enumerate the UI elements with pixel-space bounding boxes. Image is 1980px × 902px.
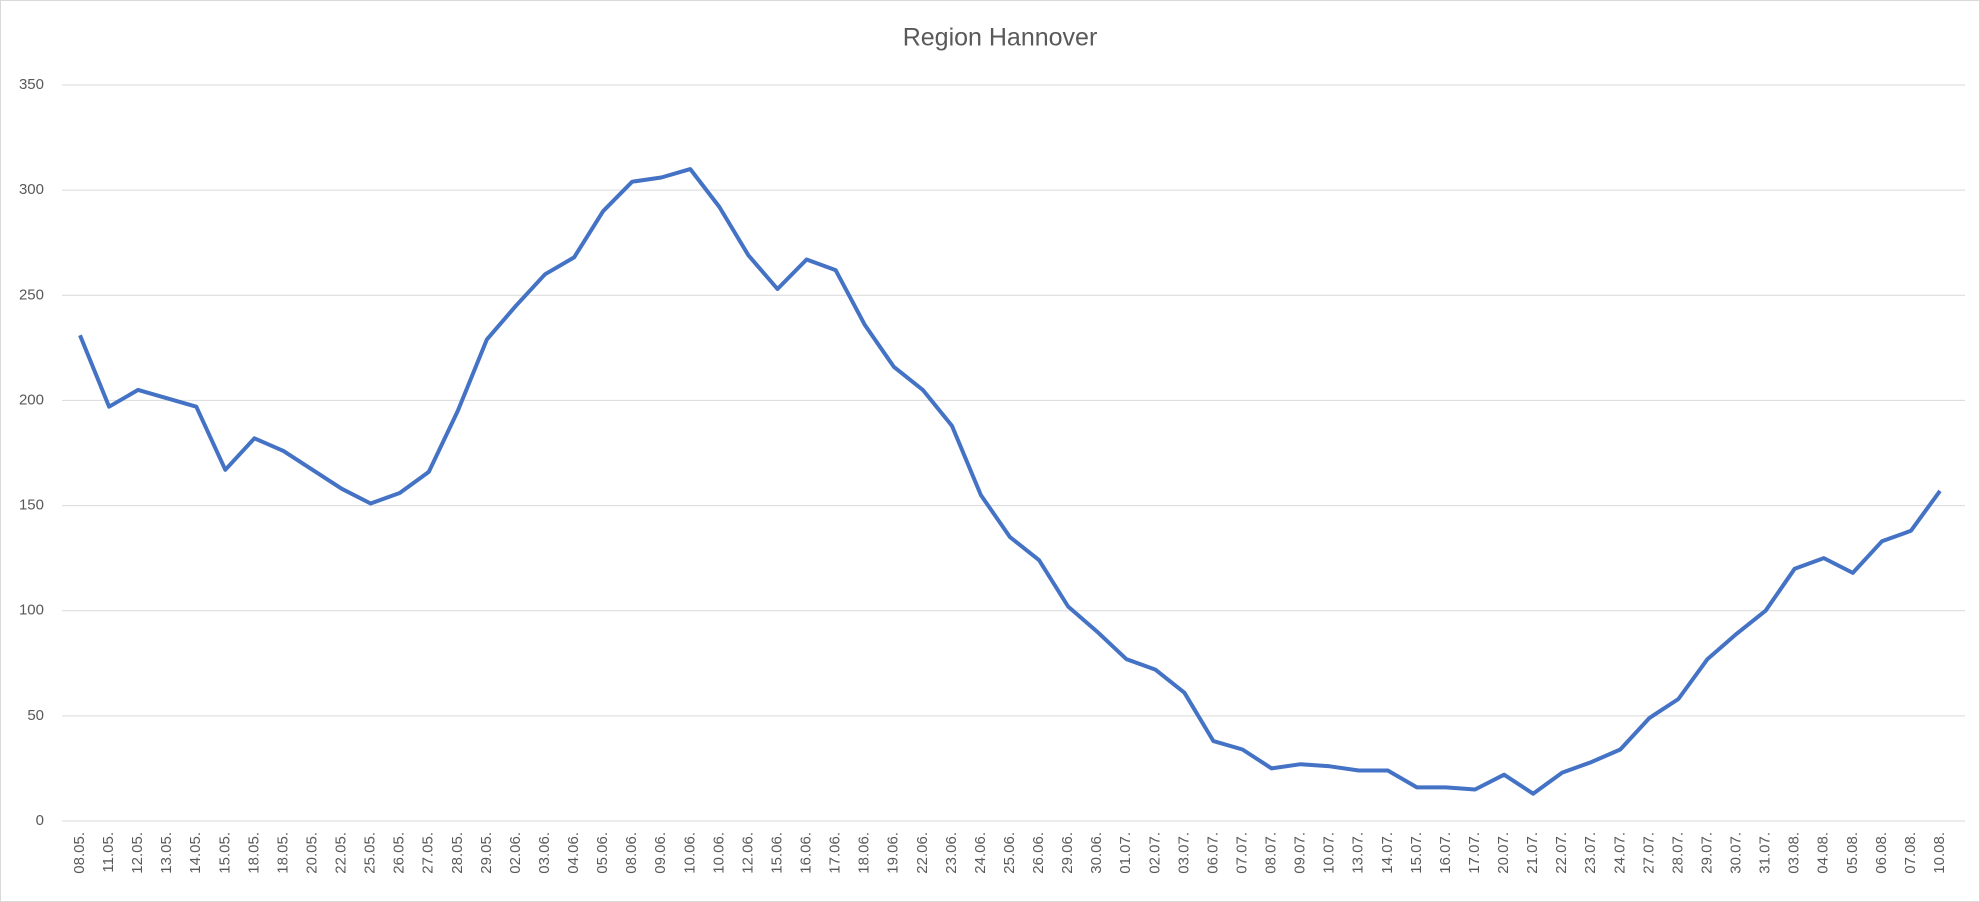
x-tick-label: 27.05. <box>420 832 437 874</box>
x-tick-label: 08.05. <box>71 832 88 874</box>
x-tick-label: 09.06. <box>652 832 669 874</box>
x-tick-label: 06.08. <box>1873 832 1890 874</box>
x-tick-label: 10.06. <box>681 832 698 874</box>
x-tick-label: 26.05. <box>391 832 408 874</box>
x-tick-label: 05.08. <box>1844 832 1861 874</box>
x-tick-label: 03.06. <box>536 832 553 874</box>
x-tick-label: 08.06. <box>623 832 640 874</box>
x-tick-label: 03.07. <box>1175 832 1192 874</box>
x-tick-label: 08.07. <box>1263 832 1280 874</box>
x-tick-label: 16.07. <box>1437 832 1454 874</box>
x-tick-label: 17.07. <box>1466 832 1483 874</box>
y-tick-label: 0 <box>36 812 44 829</box>
x-tick-label: 06.07. <box>1204 832 1221 874</box>
x-tick-label: 18.06. <box>856 832 873 874</box>
x-tick-label: 22.06. <box>914 832 931 874</box>
x-tick-label: 29.07. <box>1698 832 1715 874</box>
y-tick-label: 150 <box>19 497 44 514</box>
x-tick-label: 02.06. <box>507 832 524 874</box>
x-tick-label: 15.06. <box>768 832 785 874</box>
x-tick-label: 27.07. <box>1640 832 1657 874</box>
x-tick-label: 20.07. <box>1495 832 1512 874</box>
x-tick-label: 28.07. <box>1669 832 1686 874</box>
x-tick-label: 20.05. <box>303 832 320 874</box>
x-tick-label: 30.06. <box>1088 832 1105 874</box>
x-tick-label: 21.07. <box>1524 832 1541 874</box>
x-tick-label: 07.08. <box>1902 832 1919 874</box>
x-tick-label: 04.06. <box>565 832 582 874</box>
x-tick-label: 23.06. <box>943 832 960 874</box>
chart-title: Region Hannover <box>903 24 1098 52</box>
x-tick-label: 19.06. <box>885 832 902 874</box>
y-tick-label: 300 <box>19 181 44 198</box>
y-tick-label: 100 <box>19 602 44 619</box>
x-tick-label: 02.07. <box>1146 832 1163 874</box>
x-tick-label: 09.07. <box>1292 832 1309 874</box>
x-tick-label: 25.06. <box>1001 832 1018 874</box>
x-tick-label: 30.07. <box>1728 832 1745 874</box>
x-tick-label: 18.05. <box>274 832 291 874</box>
x-tick-label: 28.05. <box>449 832 466 874</box>
data-line <box>78 167 1942 796</box>
x-tick-label: 14.07. <box>1379 832 1396 874</box>
y-tick-label: 200 <box>19 391 44 408</box>
x-tick-label: 01.07. <box>1117 832 1134 874</box>
x-tick-label: 25.05. <box>362 832 379 874</box>
x-tick-label: 24.06. <box>972 832 989 874</box>
x-tick-label: 24.07. <box>1611 832 1628 874</box>
y-tick-label: 50 <box>27 707 44 724</box>
x-tick-label: 10.06. <box>710 832 727 874</box>
x-tick-label: 23.07. <box>1582 832 1599 874</box>
x-tick-label: 22.05. <box>333 832 350 874</box>
x-tick-label: 12.05. <box>129 832 146 874</box>
x-tick-label: 29.06. <box>1059 832 1076 874</box>
x-tick-label: 04.08. <box>1815 832 1832 874</box>
x-tick-label: 11.05. <box>100 832 117 873</box>
x-tick-label: 29.05. <box>478 832 495 874</box>
x-tick-label: 15.07. <box>1408 832 1425 874</box>
x-tick-label: 26.06. <box>1030 832 1047 874</box>
x-tick-label: 14.05. <box>187 832 204 874</box>
x-tick-label: 03.08. <box>1786 832 1803 874</box>
x-tick-label: 10.07. <box>1321 832 1338 874</box>
x-tick-label: 07.07. <box>1233 832 1250 874</box>
x-tick-label: 15.05. <box>216 832 233 874</box>
y-tick-label: 250 <box>19 286 44 303</box>
x-tick-label: 31.07. <box>1757 832 1774 874</box>
x-tick-label: 17.06. <box>827 832 844 874</box>
x-tick-label: 22.07. <box>1553 832 1570 874</box>
x-tick-label: 12.06. <box>739 832 756 874</box>
x-tick-label: 13.05. <box>158 832 175 874</box>
y-tick-label: 350 <box>19 76 44 93</box>
x-tick-label: 05.06. <box>594 832 611 874</box>
x-tick-label: 13.07. <box>1350 832 1367 874</box>
x-tick-label: 18.05. <box>245 832 262 874</box>
x-tick-label: 16.06. <box>798 832 815 874</box>
x-tick-label: 10.08. <box>1931 832 1948 874</box>
